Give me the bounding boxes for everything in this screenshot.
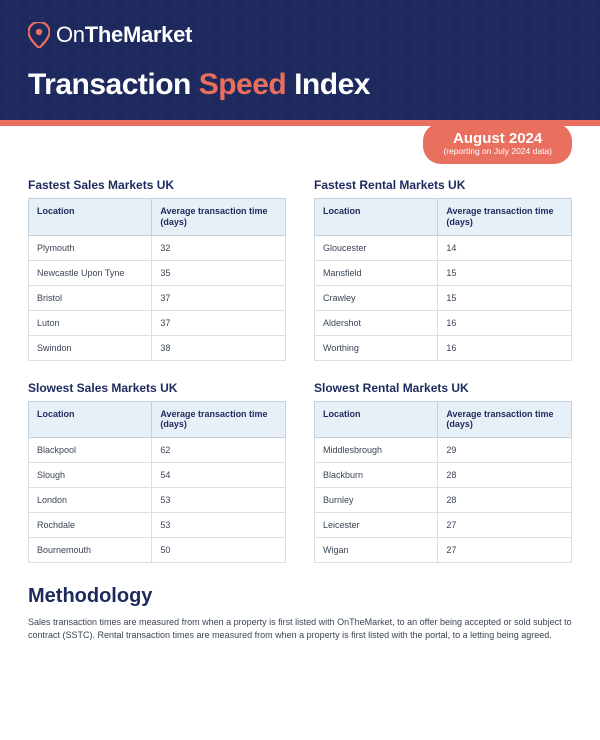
table-cell: 27 (438, 538, 572, 563)
table-cell: Gloucester (315, 235, 438, 260)
table-cell: 50 (152, 538, 286, 563)
table-block: Fastest Rental Markets UK LocationAverage… (314, 178, 572, 361)
table-cell: 37 (152, 310, 286, 335)
table-cell: Aldershot (315, 310, 438, 335)
table-row: London53 (29, 488, 286, 513)
table-row: Leicester27 (315, 513, 572, 538)
table-block: Slowest Sales Markets UK LocationAverage … (28, 381, 286, 564)
table-cell: Rochdale (29, 513, 152, 538)
table-cell: Luton (29, 310, 152, 335)
table-row: Gloucester14 (315, 235, 572, 260)
table-row: Burnley28 (315, 488, 572, 513)
badge-main: August 2024 (443, 130, 552, 147)
table-cell: 38 (152, 335, 286, 360)
column-header: Average transaction time (days) (438, 401, 572, 438)
table-cell: 15 (438, 260, 572, 285)
table-cell: 62 (152, 438, 286, 463)
table-title: Slowest Sales Markets UK (28, 381, 286, 395)
table-cell: 29 (438, 438, 572, 463)
header: OnTheMarket Transaction Speed Index (0, 0, 600, 120)
table-row: Slough54 (29, 463, 286, 488)
column-header: Average transaction time (days) (152, 401, 286, 438)
table-title: Fastest Sales Markets UK (28, 178, 286, 192)
table-cell: Newcastle Upon Tyne (29, 260, 152, 285)
table-row: Bristol37 (29, 285, 286, 310)
table-row: Aldershot16 (315, 310, 572, 335)
table-cell: Middlesbrough (315, 438, 438, 463)
table-row: Wigan27 (315, 538, 572, 563)
column-header: Location (315, 199, 438, 236)
table-block: Fastest Sales Markets UK LocationAverage … (28, 178, 286, 361)
methodology-section: Methodology Sales transaction times are … (0, 573, 600, 641)
table-cell: Burnley (315, 488, 438, 513)
table-row: Mansfield15 (315, 260, 572, 285)
column-header: Average transaction time (days) (438, 199, 572, 236)
badge-row: August 2024 (reporting on July 2024 data… (0, 123, 600, 164)
date-badge: August 2024 (reporting on July 2024 data… (423, 123, 572, 164)
table-cell: Crawley (315, 285, 438, 310)
table-cell: 14 (438, 235, 572, 260)
table-row: Luton37 (29, 310, 286, 335)
tables-grid: Fastest Sales Markets UKLocationAverage … (28, 178, 572, 563)
table-cell: Blackpool (29, 438, 152, 463)
table-cell: 15 (438, 285, 572, 310)
data-table: LocationAverage transaction time (days)P… (28, 198, 286, 361)
table-row: Worthing16 (315, 335, 572, 360)
brand-logo: OnTheMarket (28, 22, 572, 48)
table-cell: 37 (152, 285, 286, 310)
table-cell: 28 (438, 463, 572, 488)
data-table: LocationAverage transaction time (days)G… (314, 198, 572, 361)
table-title: Slowest Rental Markets UK (314, 381, 572, 395)
data-table: LocationAverage transaction time (days)M… (314, 401, 572, 564)
table-cell: 28 (438, 488, 572, 513)
methodology-heading: Methodology (28, 585, 572, 608)
table-row: Swindon38 (29, 335, 286, 360)
table-cell: Mansfield (315, 260, 438, 285)
table-cell: 53 (152, 488, 286, 513)
table-cell: 16 (438, 310, 572, 335)
column-header: Location (29, 401, 152, 438)
table-cell: London (29, 488, 152, 513)
table-cell: Blackburn (315, 463, 438, 488)
brand-name: OnTheMarket (56, 22, 192, 48)
table-cell: 32 (152, 235, 286, 260)
table-row: Blackburn28 (315, 463, 572, 488)
table-title: Fastest Rental Markets UK (314, 178, 572, 192)
table-cell: Slough (29, 463, 152, 488)
table-cell: Worthing (315, 335, 438, 360)
methodology-body: Sales transaction times are measured fro… (28, 616, 572, 641)
data-table: LocationAverage transaction time (days)B… (28, 401, 286, 564)
page-title: Transaction Speed Index (28, 68, 572, 102)
table-cell: 54 (152, 463, 286, 488)
table-cell: Wigan (315, 538, 438, 563)
column-header: Location (315, 401, 438, 438)
table-cell: 16 (438, 335, 572, 360)
pin-icon (28, 22, 50, 48)
content: Fastest Sales Markets UKLocationAverage … (0, 164, 600, 573)
table-row: Middlesbrough29 (315, 438, 572, 463)
table-cell: 53 (152, 513, 286, 538)
table-row: Crawley15 (315, 285, 572, 310)
table-cell: Swindon (29, 335, 152, 360)
table-cell: Plymouth (29, 235, 152, 260)
table-row: Plymouth32 (29, 235, 286, 260)
table-cell: Leicester (315, 513, 438, 538)
table-cell: Bournemouth (29, 538, 152, 563)
table-cell: 35 (152, 260, 286, 285)
table-block: Slowest Rental Markets UK LocationAverage… (314, 381, 572, 564)
column-header: Location (29, 199, 152, 236)
table-cell: 27 (438, 513, 572, 538)
badge-sub: (reporting on July 2024 data) (443, 147, 552, 157)
table-row: Rochdale53 (29, 513, 286, 538)
table-cell: Bristol (29, 285, 152, 310)
table-row: Blackpool62 (29, 438, 286, 463)
column-header: Average transaction time (days) (152, 199, 286, 236)
table-row: Newcastle Upon Tyne35 (29, 260, 286, 285)
table-row: Bournemouth50 (29, 538, 286, 563)
